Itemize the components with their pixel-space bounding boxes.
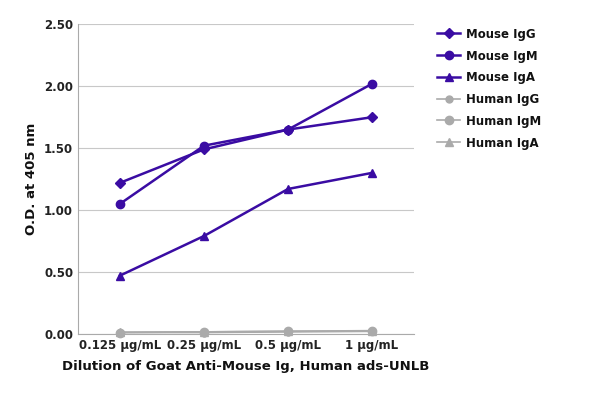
Mouse IgG	[200, 147, 208, 152]
Human IgA	[200, 329, 208, 334]
Human IgA	[116, 330, 124, 335]
Mouse IgM	[284, 127, 292, 132]
Human IgG	[116, 330, 124, 335]
Human IgG	[284, 329, 292, 334]
Mouse IgA	[284, 186, 292, 191]
Human IgA	[284, 329, 292, 334]
Mouse IgA	[368, 171, 376, 175]
Mouse IgA	[200, 234, 208, 239]
Line: Mouse IgA: Mouse IgA	[116, 169, 376, 280]
Y-axis label: O.D. at 405 nm: O.D. at 405 nm	[25, 123, 38, 235]
Mouse IgG	[284, 127, 292, 132]
Human IgM	[116, 330, 124, 335]
Human IgM	[368, 329, 376, 334]
Mouse IgG	[116, 180, 124, 185]
Human IgA	[368, 328, 376, 333]
Line: Human IgA: Human IgA	[116, 326, 376, 337]
Line: Mouse IgM: Mouse IgM	[116, 80, 376, 208]
Mouse IgM	[116, 201, 124, 206]
Mouse IgM	[200, 143, 208, 148]
Human IgM	[284, 329, 292, 334]
Legend: Mouse IgG, Mouse IgM, Mouse IgA, Human IgG, Human IgM, Human IgA: Mouse IgG, Mouse IgM, Mouse IgA, Human I…	[433, 24, 545, 153]
Human IgG	[368, 329, 376, 334]
Human IgG	[200, 330, 208, 335]
Line: Human IgM: Human IgM	[116, 327, 376, 337]
X-axis label: Dilution of Goat Anti-Mouse Ig, Human ads-UNLB: Dilution of Goat Anti-Mouse Ig, Human ad…	[62, 360, 430, 373]
Line: Mouse IgG: Mouse IgG	[116, 114, 376, 186]
Line: Human IgG: Human IgG	[116, 328, 376, 336]
Mouse IgA	[116, 273, 124, 278]
Mouse IgM	[368, 81, 376, 86]
Mouse IgG	[368, 115, 376, 120]
Human IgM	[200, 329, 208, 334]
